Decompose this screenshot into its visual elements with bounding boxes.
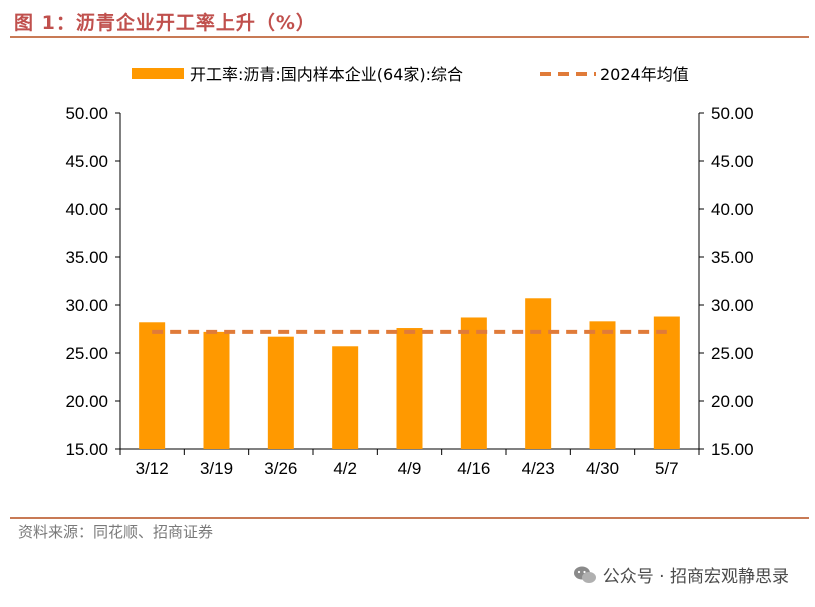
y-tick-label-right: 50.00 (711, 104, 754, 123)
y-tick-label-left: 35.00 (65, 248, 108, 267)
y-tick-label-right: 25.00 (711, 344, 754, 363)
y-tick-label-left: 15.00 (65, 440, 108, 459)
x-tick-label: 4/23 (522, 459, 555, 478)
bar (396, 328, 423, 449)
y-tick-label-left: 30.00 (65, 296, 108, 315)
bar (203, 331, 230, 449)
y-tick-label-right: 40.00 (711, 200, 754, 219)
watermark-text: 公众号 · 招商宏观静思录 (602, 567, 789, 587)
x-tick-label: 3/19 (200, 459, 233, 478)
x-tick-label: 3/12 (136, 459, 169, 478)
bar (267, 336, 294, 449)
legend: 开工率:沥青:国内样本企业(64家):综合 2024年均值 (132, 65, 689, 84)
watermark: 公众号 · 招商宏观静思录 (573, 562, 789, 587)
figure-title: 图 1：沥青企业开工率上升（%） (14, 12, 316, 34)
top-divider (10, 36, 809, 38)
y-tick-label-right: 15.00 (711, 440, 754, 459)
y-tick-label-left: 40.00 (65, 200, 108, 219)
source-note: 资料来源：同花顺、招商证券 (18, 523, 214, 541)
bar (460, 317, 487, 449)
bottom-divider (10, 517, 809, 519)
x-tick-label: 4/9 (398, 459, 422, 478)
legend-avg-label: 2024年均值 (600, 65, 689, 84)
legend-bar-label: 开工率:沥青:国内样本企业(64家):综合 (190, 65, 463, 84)
y-tick-label-left: 45.00 (65, 152, 108, 171)
bar (589, 321, 616, 449)
y-tick-label-left: 50.00 (65, 104, 108, 123)
x-tick-label: 4/2 (333, 459, 357, 478)
x-tick-label: 5/7 (655, 459, 679, 478)
bar (332, 346, 359, 449)
y-tick-label-right: 30.00 (711, 296, 754, 315)
y-tick-label-right: 35.00 (711, 248, 754, 267)
bar-chart: 开工率:沥青:国内样本企业(64家):综合 2024年均值 15.00 15.00… (65, 65, 754, 478)
y-tick-label-left: 20.00 (65, 392, 108, 411)
bar (139, 322, 166, 449)
y-tick-label-left: 25.00 (65, 344, 108, 363)
wechat-icon (573, 566, 596, 583)
x-tick-label: 4/30 (586, 459, 619, 478)
y-tick-label-right: 20.00 (711, 392, 754, 411)
x-tick-label: 4/16 (457, 459, 490, 478)
bar (653, 316, 680, 449)
y-tick-label-right: 45.00 (711, 152, 754, 171)
legend-bar-swatch (132, 68, 184, 79)
bar (525, 298, 552, 449)
x-tick-label: 3/26 (264, 459, 297, 478)
